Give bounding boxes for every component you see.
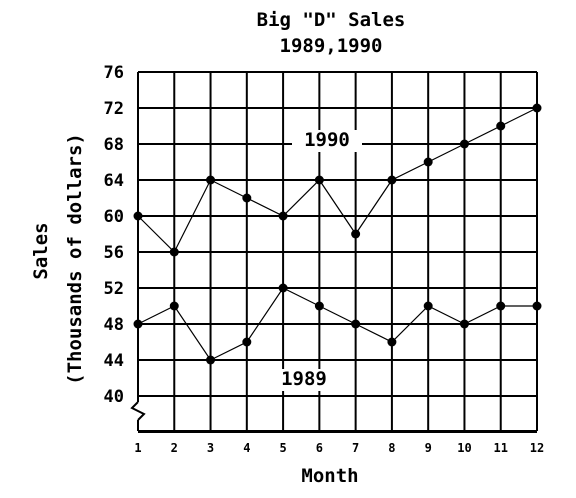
data-point-1989: [169, 301, 179, 311]
x-tick-label: 5: [279, 441, 286, 455]
series-line-1990: [137, 107, 538, 254]
x-tick-label: 12: [530, 441, 544, 455]
y-tick-label: 52: [104, 279, 124, 299]
series-lines: [133, 103, 542, 365]
data-point-1989: [387, 337, 397, 347]
x-tick-label: 3: [207, 441, 214, 455]
y-tick-label: 48: [104, 315, 124, 335]
chart-title-line2: 1989,1990: [280, 35, 383, 57]
data-point-1990: [242, 193, 252, 203]
series-label-bg: [269, 369, 339, 391]
x-tick-label: 2: [171, 441, 178, 455]
x-tick-label: 10: [457, 441, 471, 455]
chart-title-line1: Big "D" Sales: [257, 9, 406, 31]
series-labels: 1990 1989: [269, 129, 362, 391]
data-point-1990: [206, 175, 216, 185]
y-tick-label: 64: [104, 171, 124, 191]
x-tick-label: 4: [243, 441, 250, 455]
data-point-1989: [133, 319, 143, 329]
data-point-1990: [423, 157, 433, 167]
data-point-1990: [278, 211, 288, 221]
y-tick-label: 44: [104, 351, 124, 371]
y-tick-label: 40: [104, 387, 124, 407]
series-label-1989: 1989: [281, 368, 327, 390]
data-point-1990: [351, 229, 361, 239]
y-tick-label: 68: [104, 135, 124, 155]
data-point-1990: [314, 175, 324, 185]
data-point-1989: [278, 283, 288, 293]
x-axis-label: Month: [301, 465, 358, 487]
y-tick-label: 60: [104, 207, 124, 227]
data-point-1989: [459, 319, 469, 329]
x-tick-label: 8: [388, 441, 395, 455]
data-point-1990: [496, 121, 506, 131]
y-tick-label: 76: [104, 63, 124, 83]
x-tick-label: 7: [352, 441, 359, 455]
x-tick-label: 6: [316, 441, 323, 455]
series-line-1989: [137, 287, 537, 361]
x-tick-label: 9: [425, 441, 432, 455]
data-point-1989: [242, 337, 252, 347]
series-label-1990: 1990: [304, 129, 350, 151]
data-point-1989: [496, 301, 506, 311]
x-tick-label: 1: [134, 441, 141, 455]
data-point-1989: [206, 355, 216, 365]
data-point-1989: [314, 301, 324, 311]
y-axis-label-line1: Sales: [30, 222, 52, 279]
series-label-bg: [292, 130, 362, 152]
data-point-1989: [423, 301, 433, 311]
data-point-1990: [459, 139, 469, 149]
data-point-1990: [133, 211, 143, 221]
x-tick-label: 11: [494, 441, 508, 455]
data-point-1990: [169, 247, 179, 257]
data-point-1989: [532, 301, 542, 311]
y-axis-label-line2: (Thousands of dollars): [64, 133, 86, 385]
y-tick-label: 72: [104, 99, 124, 119]
y-tick-label: 56: [104, 243, 124, 263]
data-point-1990: [532, 103, 542, 113]
y-axis-break: [130, 401, 146, 421]
data-point-1989: [351, 319, 361, 329]
data-point-1990: [387, 175, 397, 185]
